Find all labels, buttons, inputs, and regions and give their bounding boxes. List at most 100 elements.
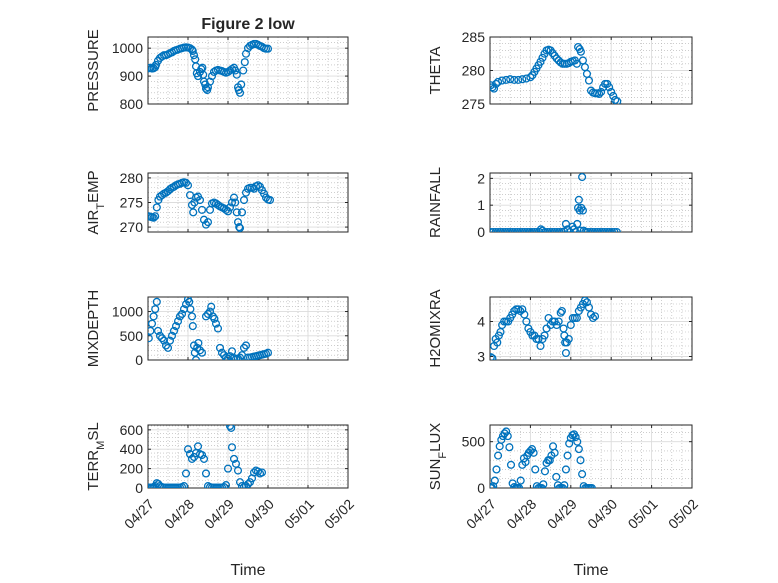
data-point bbox=[207, 302, 216, 311]
data-point bbox=[498, 227, 507, 232]
x-tick-label: 04/28 bbox=[161, 496, 197, 532]
y-tick-label: 1000 bbox=[112, 40, 143, 56]
data-point bbox=[152, 297, 161, 306]
subplot-theta: 275 280 285 THETA bbox=[427, 29, 693, 112]
data-point bbox=[609, 91, 618, 101]
data-point bbox=[148, 319, 157, 328]
data-point bbox=[241, 341, 251, 350]
y-tick-label: 200 bbox=[120, 461, 144, 477]
data-point bbox=[187, 200, 197, 210]
data-point bbox=[582, 298, 592, 307]
data-point bbox=[148, 326, 155, 335]
data-point bbox=[185, 297, 194, 306]
data-point bbox=[514, 305, 523, 314]
data-point bbox=[581, 227, 590, 232]
data-point bbox=[522, 74, 531, 83]
data-point bbox=[232, 208, 241, 217]
data-point bbox=[494, 77, 503, 86]
data-point bbox=[501, 227, 510, 232]
data-point bbox=[181, 469, 191, 478]
chart-title: Figure 2 low bbox=[201, 16, 295, 33]
y-tick-label: 500 bbox=[462, 434, 486, 450]
series-markers bbox=[490, 42, 622, 104]
data-point bbox=[536, 57, 545, 66]
data-point bbox=[235, 353, 245, 360]
data-point bbox=[211, 319, 221, 328]
data-point bbox=[578, 206, 587, 215]
data-point bbox=[231, 198, 240, 207]
data-point bbox=[572, 59, 581, 68]
x-tick-label: 04/30 bbox=[584, 496, 620, 532]
data-point bbox=[536, 341, 545, 351]
data-point bbox=[227, 425, 236, 432]
x-tick-label: 04/28 bbox=[503, 496, 539, 532]
data-point bbox=[526, 73, 535, 82]
data-point bbox=[593, 227, 602, 232]
y-tick-label: 0 bbox=[477, 224, 485, 240]
data-point bbox=[529, 448, 538, 457]
x-tick-label: 04/27 bbox=[463, 496, 499, 532]
data-point bbox=[210, 314, 219, 323]
data-point bbox=[161, 341, 171, 350]
data-point bbox=[543, 227, 552, 232]
data-point bbox=[227, 198, 237, 207]
data-point bbox=[503, 227, 512, 232]
data-point bbox=[588, 313, 598, 323]
data-point bbox=[193, 442, 203, 451]
data-point bbox=[603, 227, 612, 232]
data-point bbox=[563, 451, 572, 460]
data-point bbox=[571, 432, 580, 442]
data-point bbox=[197, 348, 207, 357]
data-point bbox=[494, 227, 503, 232]
data-point bbox=[157, 482, 167, 488]
data-point bbox=[498, 76, 507, 85]
y-tick-label: 0 bbox=[477, 480, 485, 496]
data-point bbox=[516, 476, 525, 485]
data-point bbox=[491, 227, 500, 232]
data-point bbox=[149, 312, 158, 321]
data-point bbox=[552, 472, 561, 481]
data-point bbox=[201, 220, 211, 229]
y-axis-label: PRESSURE bbox=[85, 29, 102, 112]
y-tick-label: 4 bbox=[477, 314, 485, 330]
data-point bbox=[565, 439, 574, 448]
data-point bbox=[532, 227, 541, 232]
data-point bbox=[253, 181, 263, 190]
data-point bbox=[522, 317, 531, 326]
data-point bbox=[157, 334, 167, 343]
data-point bbox=[203, 218, 213, 227]
data-point bbox=[545, 227, 554, 232]
data-point bbox=[221, 481, 231, 488]
data-point bbox=[239, 66, 248, 75]
data-point bbox=[249, 468, 259, 477]
data-point bbox=[506, 75, 515, 84]
x-tick-label: 04/29 bbox=[544, 496, 580, 532]
y-tick-label: 900 bbox=[120, 68, 144, 84]
y-tick-label: 280 bbox=[120, 170, 144, 186]
data-point bbox=[503, 432, 512, 441]
data-point bbox=[490, 354, 497, 360]
data-point bbox=[490, 476, 499, 485]
data-point bbox=[497, 435, 506, 444]
data-point bbox=[171, 322, 181, 331]
data-point bbox=[537, 483, 546, 488]
y-tick-label: 1 bbox=[477, 197, 485, 213]
data-point bbox=[207, 72, 217, 81]
y-tick-label: 0 bbox=[135, 480, 143, 496]
x-tick-label: 05/01 bbox=[625, 496, 661, 532]
data-point bbox=[183, 445, 193, 454]
data-point bbox=[217, 348, 227, 357]
data-point bbox=[607, 227, 617, 232]
data-point bbox=[221, 353, 231, 360]
data-point bbox=[584, 76, 594, 85]
data-point bbox=[531, 465, 540, 474]
data-point bbox=[538, 53, 547, 62]
subplot-mixdepth: 0 500 1000 MIXDEPTH bbox=[85, 290, 349, 368]
data-point bbox=[169, 326, 179, 335]
data-point bbox=[561, 348, 571, 358]
data-point bbox=[151, 60, 161, 69]
series-markers bbox=[490, 427, 596, 488]
data-point bbox=[520, 227, 529, 232]
y-tick-label: 3 bbox=[477, 349, 485, 365]
